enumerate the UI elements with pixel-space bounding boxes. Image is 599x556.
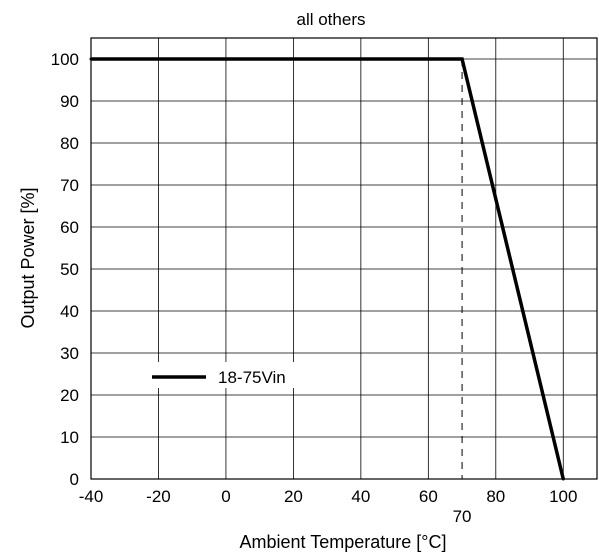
y-tick-label: 0 xyxy=(70,470,79,489)
y-tick-label: 40 xyxy=(60,302,79,321)
series-point xyxy=(460,57,464,61)
x-axis-label: Ambient Temperature [°C] xyxy=(240,532,447,552)
y-tick-label: 90 xyxy=(60,92,79,111)
legend-background xyxy=(146,362,306,388)
x-tick-label: 20 xyxy=(284,487,303,506)
x-tick-label: 100 xyxy=(549,487,577,506)
legend-label: 18-75Vin xyxy=(218,368,286,387)
y-axis-label: Output Power [%] xyxy=(18,187,38,328)
y-tick-label: 60 xyxy=(60,218,79,237)
y-tick-label: 70 xyxy=(60,176,79,195)
x-tick-label: 40 xyxy=(351,487,370,506)
y-tick-label: 80 xyxy=(60,134,79,153)
y-tick-label: 20 xyxy=(60,386,79,405)
legend: 18-75Vin xyxy=(146,362,306,388)
y-tick-label: 100 xyxy=(51,50,79,69)
y-tick-label: 30 xyxy=(60,344,79,363)
annotation-label: 70 xyxy=(453,507,472,526)
y-tick-label: 50 xyxy=(60,260,79,279)
y-tick-label: 10 xyxy=(60,428,79,447)
x-tick-label: 0 xyxy=(221,487,230,506)
annotations: 70 xyxy=(453,59,472,526)
x-tick-label: -40 xyxy=(79,487,104,506)
x-tick-label: -20 xyxy=(146,487,171,506)
plot-frame xyxy=(90,37,598,480)
grid xyxy=(90,38,598,480)
chart-title: all others xyxy=(297,10,366,29)
tick-labels: -40 -20 0 20 40 60 80 100 0 10 20 30 40 50 60 70 80 90 100 xyxy=(51,50,578,506)
x-tick-label: 80 xyxy=(486,487,505,506)
x-tick-label: 60 xyxy=(419,487,438,506)
